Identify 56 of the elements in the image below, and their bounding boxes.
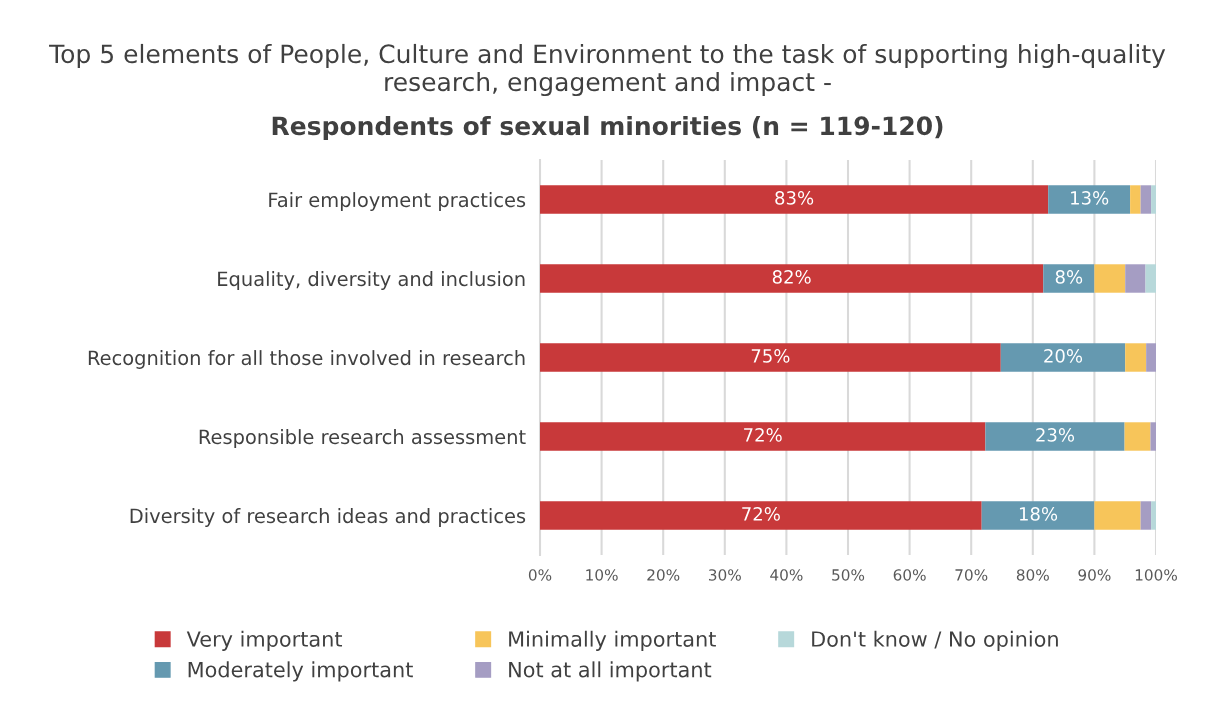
legend-label: Don't know / No opinion — [812, 630, 1058, 651]
data-label: 8% — [1055, 270, 1083, 284]
y-tick-label: Equality, diversity and inclusion — [218, 271, 525, 290]
chart-title: Top 5 elements of People, Culture and Environment to the task of supporting high-quality research, engagement and impact - — [49, 43, 1166, 97]
data-label: 20% — [1044, 349, 1083, 363]
bar — [1094, 264, 1126, 293]
bar — [1151, 185, 1156, 214]
y-tick-label: Diversity of research ideas and practices — [130, 508, 526, 527]
bar — [540, 501, 982, 530]
bar — [540, 185, 1049, 214]
bar — [1000, 343, 1126, 372]
bar — [1145, 264, 1156, 293]
x-tick-label: 20% — [647, 569, 680, 581]
data-label: 23% — [1036, 428, 1075, 442]
bar — [1150, 422, 1156, 451]
bar — [1048, 185, 1131, 214]
bar — [1146, 343, 1156, 372]
bar — [1125, 264, 1146, 293]
x-tick-label: 80% — [1016, 569, 1049, 581]
legend-label: Minimally important — [509, 630, 716, 651]
bar — [1140, 185, 1152, 214]
bar — [1140, 501, 1152, 530]
data-label: 13% — [1071, 191, 1109, 205]
data-label: 82% — [772, 270, 811, 284]
bar — [981, 501, 1095, 530]
y-tick-label: Recognition for all those involved in research — [88, 350, 525, 369]
chart-subtitle: Respondents of sexual minorities (n = 119-120) — [272, 115, 943, 141]
bar — [540, 343, 1001, 372]
data-label: 18% — [1019, 507, 1058, 521]
bar — [1125, 343, 1147, 372]
data-label: 75% — [751, 349, 790, 363]
x-tick-label: 0% — [528, 569, 552, 581]
data-label: 72% — [744, 428, 782, 442]
bar — [1124, 422, 1151, 451]
x-tick-label: 100% — [1135, 569, 1177, 581]
bar — [540, 422, 986, 451]
data-label: 83% — [775, 191, 814, 205]
bar — [1094, 501, 1141, 530]
x-tick-label: 50% — [832, 569, 865, 581]
y-tick-label: Responsible research assessment — [199, 429, 526, 448]
bar — [1130, 185, 1141, 214]
bar — [1151, 501, 1156, 530]
y-tick-label: Fair employment practices — [269, 192, 526, 211]
x-tick-label: 10% — [586, 569, 618, 581]
data-label: 72% — [742, 507, 780, 521]
x-tick-label: 90% — [1078, 569, 1111, 581]
x-tick-label: 30% — [708, 569, 741, 581]
bar — [540, 264, 1044, 293]
x-tick-label: 40% — [770, 569, 803, 581]
bar — [1043, 264, 1095, 293]
legend-label: Not at all important — [509, 661, 712, 682]
legend-label: Moderately important — [188, 661, 413, 682]
x-tick-label: 60% — [893, 569, 926, 581]
legend-label: Very important — [186, 630, 343, 651]
x-tick-label: 70% — [955, 569, 988, 581]
bar — [985, 422, 1125, 451]
